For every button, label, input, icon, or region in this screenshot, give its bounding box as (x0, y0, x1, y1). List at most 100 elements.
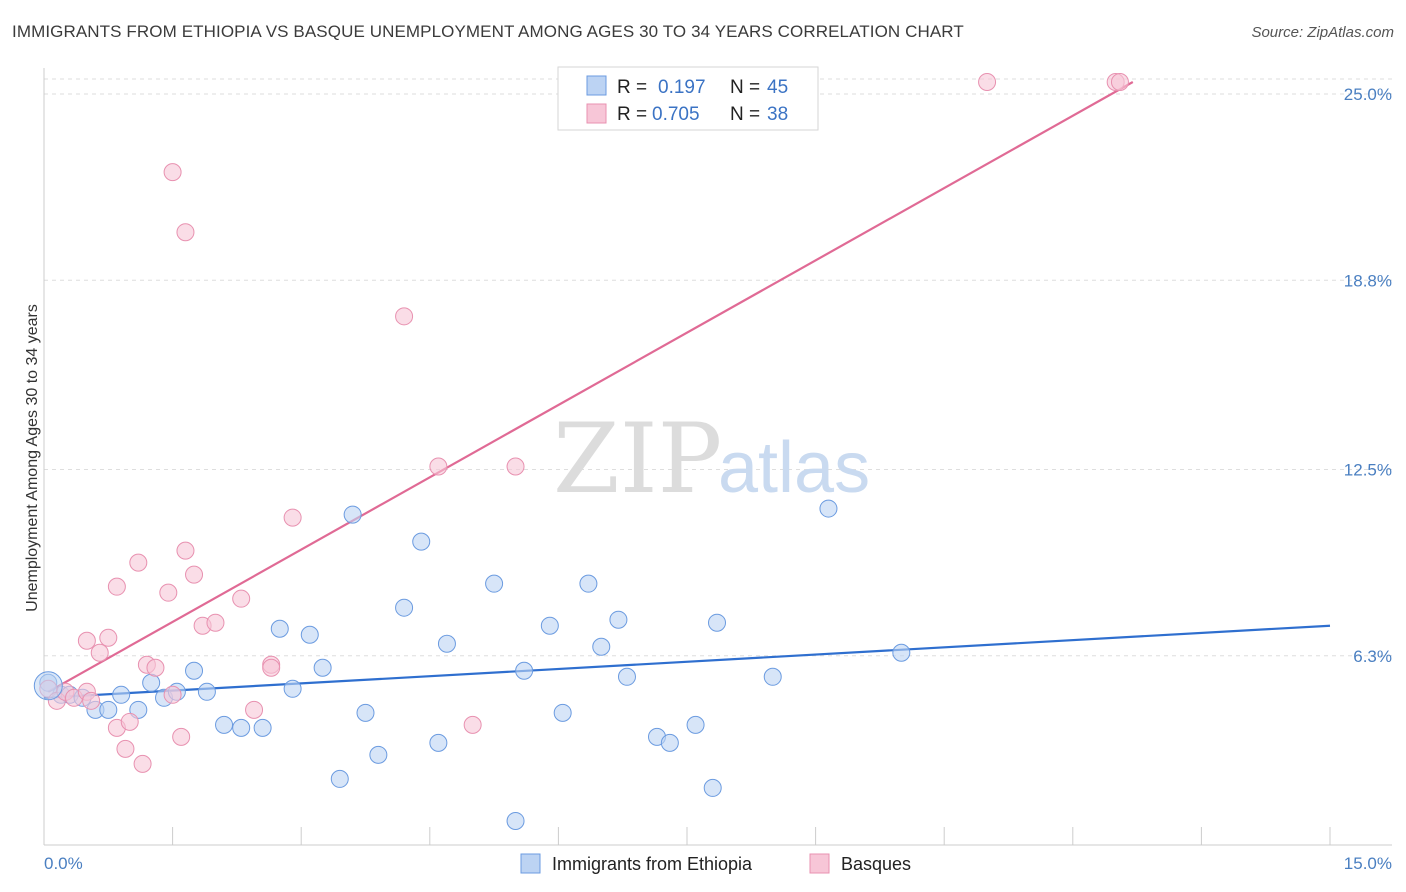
trend-line-0 (43, 624, 1331, 699)
point-0-8 (142, 673, 161, 692)
point-0-33 (579, 574, 598, 593)
point-0-30 (515, 661, 534, 680)
point-0-34 (592, 637, 611, 656)
point-1-19 (163, 163, 182, 182)
legend: R = 0.197 N = 45 R = 0.705 N = 38 (557, 66, 819, 131)
point-1-35 (978, 73, 997, 92)
point-1-26 (232, 589, 251, 608)
point-1-31 (395, 307, 414, 326)
point-0-6 (112, 685, 131, 704)
legend-swatch-basques (586, 103, 607, 124)
legend-n-label-basques: N = (730, 104, 760, 125)
point-0-43 (819, 499, 838, 518)
watermark-atlas: atlas (718, 428, 870, 508)
point-1-20 (172, 727, 191, 746)
point-1-25 (206, 613, 225, 632)
x-tick-label-min: 0.0% (44, 854, 83, 873)
point-1-11 (116, 739, 135, 758)
point-1-34 (506, 457, 525, 476)
point-1-17 (159, 583, 178, 602)
point-1-14 (133, 754, 152, 773)
legend-swatch-ethiopia (586, 75, 607, 96)
point-0-42 (763, 667, 782, 686)
point-1-18 (163, 685, 182, 704)
point-0-23 (369, 745, 388, 764)
x-tick-label-max: 15.0% (1344, 854, 1392, 873)
point-1-5 (82, 691, 101, 710)
bottom-legend-label-basques[interactable]: Basques (841, 854, 911, 874)
point-0-22 (356, 703, 375, 722)
point-cluster-large (33, 671, 63, 701)
y-tick-label-1: 12.5% (1344, 461, 1392, 480)
y-tick-labels: 6.3% 12.5% 18.8% 25.0% (1344, 85, 1392, 666)
x-tick-labels: 0.0% 15.0% (44, 854, 1392, 873)
point-0-39 (686, 715, 705, 734)
point-1-16 (146, 658, 165, 677)
point-0-31 (540, 616, 559, 635)
bottom-legend: Immigrants from Ethiopia Basques (520, 853, 911, 874)
point-0-41 (708, 613, 727, 632)
point-1-33 (463, 715, 482, 734)
point-0-13 (185, 661, 204, 680)
point-1-27 (245, 700, 264, 719)
point-1-8 (99, 628, 118, 647)
point-1-32 (429, 457, 448, 476)
axes (43, 68, 1392, 846)
point-0-24 (395, 598, 414, 617)
point-0-40 (703, 778, 722, 797)
legend-n-value-basques: 38 (767, 104, 788, 125)
point-0-16 (270, 619, 289, 638)
point-1-29 (262, 658, 281, 677)
point-0-25 (412, 532, 431, 551)
point-0-10 (197, 682, 216, 701)
source-credit: Source: ZipAtlas.com (1251, 24, 1394, 41)
watermark-zip: ZIP (553, 403, 722, 515)
bottom-legend-label-ethiopia[interactable]: Immigrants from Ethiopia (552, 854, 753, 874)
point-1-37 (1110, 73, 1129, 92)
point-0-38 (660, 733, 679, 752)
bottom-legend-swatch-ethiopia[interactable] (520, 853, 541, 874)
point-1-30 (283, 508, 302, 527)
y-axis-title: Unemployment Among Ages 30 to 34 years (24, 304, 41, 612)
point-0-36 (617, 667, 636, 686)
point-0-18 (300, 625, 319, 644)
point-0-12 (215, 715, 234, 734)
watermark: ZIP atlas (553, 403, 870, 515)
bottom-legend-swatch-basques[interactable] (809, 853, 830, 874)
point-0-26 (429, 733, 448, 752)
legend-n-value-ethiopia: 45 (767, 77, 788, 98)
point-0-19 (313, 658, 332, 677)
point-1-7 (90, 643, 109, 662)
trend-line-1 (47, 81, 1134, 693)
y-tick-label-0: 6.3% (1353, 647, 1392, 666)
point-1-13 (129, 553, 148, 572)
point-1-6 (77, 631, 96, 650)
point-0-5 (99, 700, 118, 719)
y-tick-label-2: 18.8% (1344, 271, 1392, 290)
chart-title: IMMIGRANTS FROM ETHIOPIA VS BASQUE UNEMP… (12, 22, 964, 41)
y-tick-label-3: 25.0% (1344, 85, 1392, 104)
point-1-23 (185, 565, 204, 584)
point-0-21 (343, 505, 362, 524)
gridlines (44, 78, 1392, 657)
legend-r-value-ethiopia: 0.197 (658, 77, 706, 98)
point-1-10 (107, 577, 126, 596)
point-1-21 (176, 223, 195, 242)
point-1-12 (120, 712, 139, 731)
point-0-15 (253, 718, 272, 737)
trend-lines (43, 81, 1331, 699)
point-0-27 (437, 634, 456, 653)
legend-n-label-ethiopia: N = (730, 77, 760, 98)
legend-r-value-basques: 0.705 (652, 104, 700, 125)
point-0-20 (330, 769, 349, 788)
legend-r-label-basques: R = (617, 104, 647, 125)
legend-r-label-ethiopia: R = (617, 77, 647, 98)
point-0-29 (506, 811, 525, 830)
point-0-44 (892, 643, 911, 662)
point-0-32 (553, 703, 572, 722)
data-points (33, 73, 1129, 830)
point-0-14 (232, 718, 251, 737)
point-0-35 (609, 610, 628, 629)
point-0-28 (485, 574, 504, 593)
